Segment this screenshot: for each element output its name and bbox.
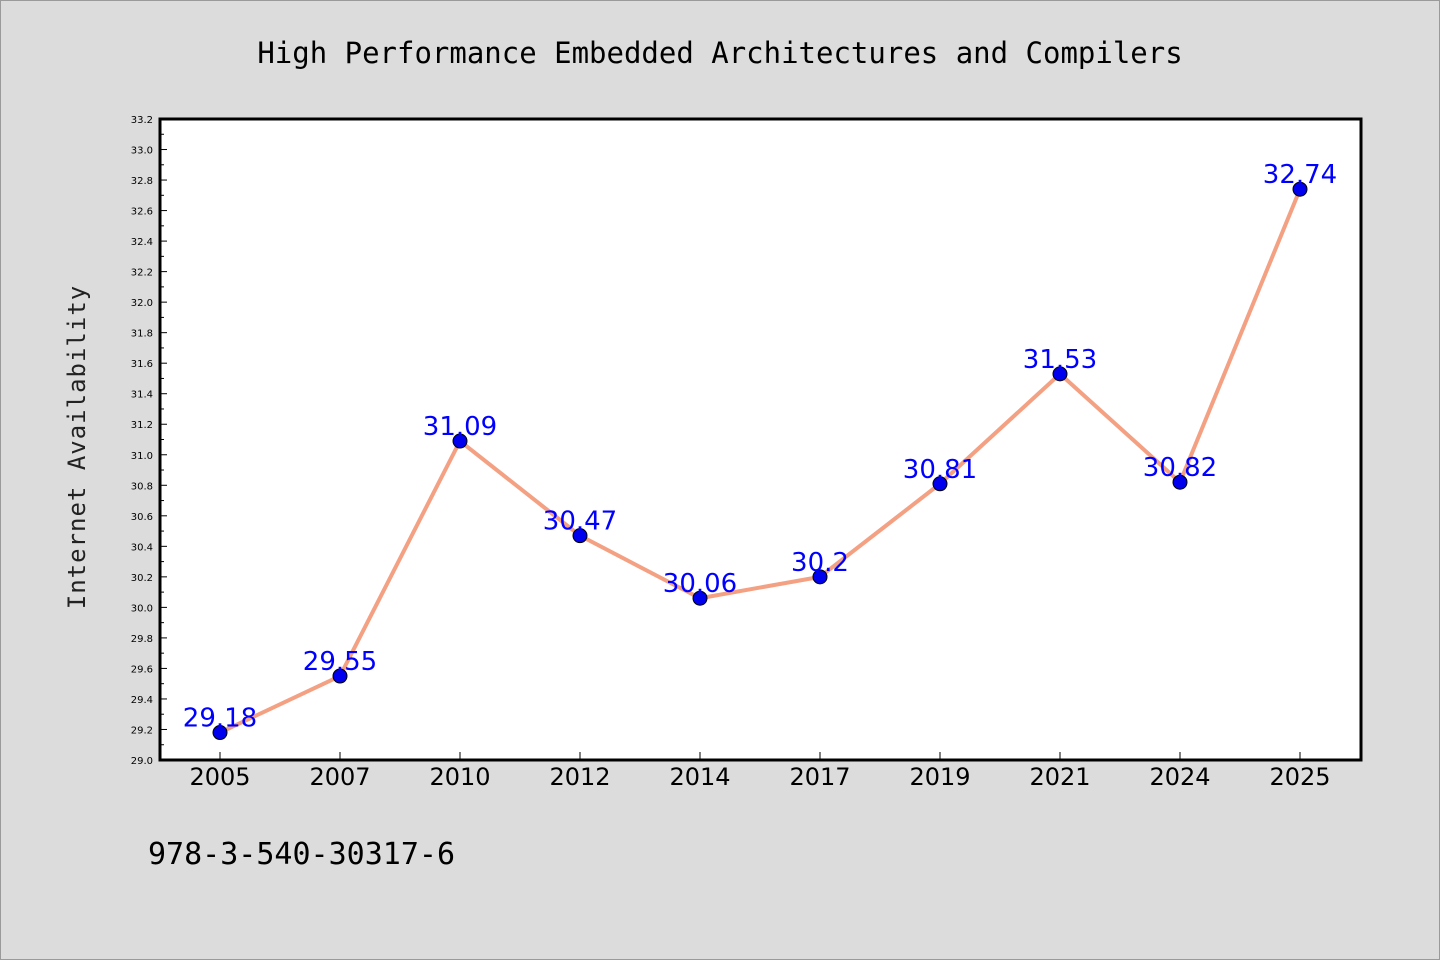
y-tick-label: 29.6 bbox=[131, 664, 153, 675]
data-point bbox=[692, 590, 708, 606]
y-tick-label: 32.2 bbox=[131, 268, 153, 279]
x-tick-label: 2010 bbox=[429, 763, 490, 791]
data-label: 30.81 bbox=[903, 455, 977, 485]
x-axis-ticks: 2005 2007 2010 2012 2014 2017 2019 2021 2024 2025 bbox=[189, 752, 1331, 791]
data-label: 31.53 bbox=[1023, 345, 1097, 375]
data-point bbox=[572, 528, 588, 544]
y-tick-label: 32.8 bbox=[131, 176, 153, 187]
x-tick-label: 2012 bbox=[549, 763, 610, 791]
y-tick-label: 30.4 bbox=[131, 542, 153, 553]
data-point bbox=[1292, 181, 1308, 197]
x-tick-label: 2024 bbox=[1149, 763, 1210, 791]
y-tick-label: 31.6 bbox=[131, 359, 153, 370]
y-tick-label: 33.2 bbox=[131, 115, 153, 126]
data-label: 30.2 bbox=[791, 548, 849, 578]
y-tick-label: 29.0 bbox=[131, 756, 153, 767]
x-tick-label: 2019 bbox=[909, 763, 970, 791]
y-tick-label: 29.4 bbox=[131, 695, 153, 706]
plot-area bbox=[158, 117, 1363, 762]
y-tick-label: 31.0 bbox=[131, 451, 153, 462]
data-point bbox=[452, 433, 468, 449]
x-tick-label: 2007 bbox=[309, 763, 370, 791]
y-tick-label: 30.6 bbox=[131, 512, 153, 523]
y-tick-label: 31.4 bbox=[131, 390, 153, 401]
y-tick-label: 33.0 bbox=[131, 146, 153, 157]
y-tick-label: 29.8 bbox=[131, 634, 153, 645]
footnote-isbn: 978-3-540-30317-6 bbox=[148, 837, 455, 872]
data-label: 31.09 bbox=[423, 412, 497, 442]
data-label: 30.82 bbox=[1143, 453, 1217, 483]
y-tick-label: 30.8 bbox=[131, 481, 153, 492]
data-labels: 29.18 29.55 31.09 30.47 30.06 30.2 30.81 31.53 3… bbox=[183, 160, 1337, 733]
data-point bbox=[812, 569, 828, 585]
y-tick-label: 32.4 bbox=[131, 237, 153, 248]
data-point bbox=[212, 725, 228, 741]
y-tick-label: 32.6 bbox=[131, 207, 153, 218]
data-series bbox=[212, 181, 1308, 741]
x-tick-label: 2005 bbox=[189, 763, 250, 791]
series-line bbox=[218, 187, 1302, 735]
x-tick-label: 2021 bbox=[1029, 763, 1090, 791]
data-label: 30.47 bbox=[543, 507, 617, 537]
data-point bbox=[332, 668, 348, 684]
data-point bbox=[932, 476, 948, 492]
y-tick-label: 30.2 bbox=[131, 573, 153, 584]
y-tick-label: 30.0 bbox=[131, 603, 153, 614]
data-label: 29.55 bbox=[303, 647, 377, 677]
y-tick-label: 31.2 bbox=[131, 420, 153, 431]
x-tick-label: 2017 bbox=[789, 763, 850, 791]
data-point bbox=[1172, 474, 1188, 490]
chart-title: High Performance Embedded Architectures … bbox=[257, 36, 1182, 70]
y-tick-label: 29.2 bbox=[131, 725, 153, 736]
x-tick-label: 2014 bbox=[669, 763, 730, 791]
y-tick-label: 32.0 bbox=[131, 298, 153, 309]
data-label: 30.06 bbox=[663, 569, 737, 599]
data-label: 32.74 bbox=[1263, 160, 1337, 190]
data-label: 29.18 bbox=[183, 704, 257, 734]
y-axis-label: Internet Availability bbox=[63, 285, 91, 609]
x-tick-label: 2025 bbox=[1269, 763, 1330, 791]
y-tick-label: 31.8 bbox=[131, 329, 153, 340]
data-point bbox=[1052, 366, 1068, 382]
y-axis-ticks: 29.0 29.2 29.4 29.6 29.8 30.0 30.2 30.4 30.6 30.8… bbox=[131, 115, 167, 767]
